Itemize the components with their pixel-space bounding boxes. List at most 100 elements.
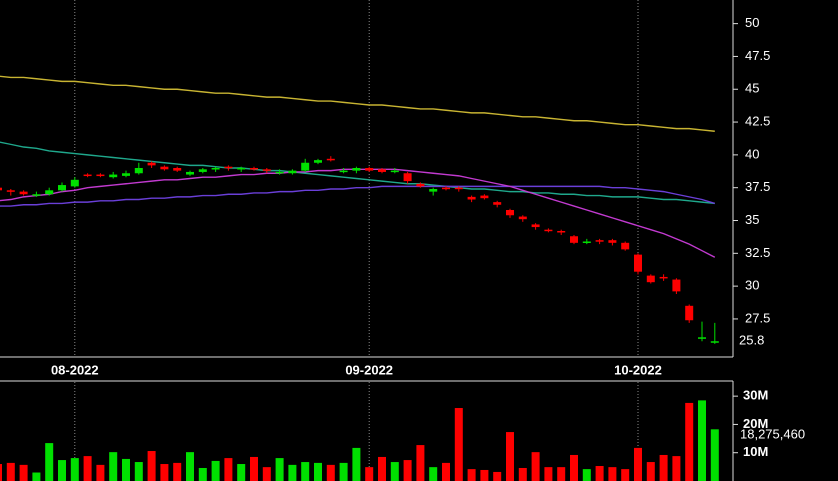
candle-body [493,202,502,205]
candle-body [570,236,578,243]
candle-body [698,337,706,339]
y-tick-label: 10M [743,444,768,459]
y-tick-label: 40 [745,146,759,161]
volume-value-label: 18,275,460 [740,427,805,442]
y-tick-label: 50 [745,15,759,30]
candle-body [608,240,617,243]
volume-bar [109,452,118,481]
volume-bar [134,462,143,481]
candle-body [314,160,322,163]
candle-body [6,190,15,192]
moving-average-line [0,141,715,205]
candle-body [198,169,207,172]
candle-body [326,158,335,161]
volume-bar [646,462,655,481]
volume-bar [122,458,130,481]
candle-body [237,168,246,170]
candle-body [531,224,540,228]
volume-bar [83,456,92,481]
volume-bar [531,452,540,481]
volume-bar [365,467,374,481]
candle-body [582,241,591,243]
volume-bar [224,458,233,481]
y-tick-label: 32.5 [745,245,770,260]
volume-bar [698,400,706,481]
y-tick-label: 30M [743,388,768,403]
volume-bar [416,445,425,481]
candle-body [390,170,399,173]
volume-bar [147,451,156,481]
y-tick-label: 20M [743,416,768,431]
volume-bar [570,454,578,481]
candle-body [634,254,642,272]
moving-average-line [0,185,716,207]
volume-bar [454,408,463,481]
x-tick-label: 08-2022 [51,362,99,377]
volume-bar [250,456,258,481]
candle-body [147,162,156,166]
candle-body [122,173,130,176]
candle-body [0,187,2,191]
volume-bar [390,462,399,481]
candle-body [173,168,182,171]
y-tick-label: 27.5 [745,310,770,325]
candle-body [339,170,348,173]
candle-body [506,210,514,216]
volume-bar [352,447,361,481]
volume-bar [608,467,617,481]
candle-body [621,242,630,250]
candle-body [454,187,463,190]
candle-body [211,168,220,170]
volume-bar [480,469,489,481]
volume-bar [582,469,591,481]
candle-body [672,279,681,292]
volume-bar [198,467,207,481]
volume-bar [493,471,502,481]
candle-body [518,216,527,220]
candle-body [250,168,258,170]
volume-bar [160,464,169,481]
volume-bar [544,467,553,481]
volume-bar [262,467,271,481]
y-tick-label: 42.5 [745,114,770,129]
volume-bar [58,460,66,481]
volume-bar [339,462,348,481]
candle-body [224,166,233,169]
candle-body [83,174,92,177]
y-tick-label: 35 [745,212,759,227]
candle-body [595,240,604,242]
candle-body [685,305,694,321]
volume-bar [403,460,412,481]
candle-body [646,275,655,283]
volume-bar [288,464,297,481]
volume-bar [634,447,642,481]
volume-bar [45,443,54,481]
candle-body [96,174,105,177]
candle-body [659,276,668,279]
candle-body [403,173,412,182]
volume-bar [0,464,2,481]
volume-bar [429,467,438,481]
y-tick-label: 37.5 [745,179,770,194]
volume-bar [186,452,194,481]
y-tick-label: 47.5 [745,48,770,63]
candle-body [45,190,54,195]
volume-bar [506,432,514,481]
x-tick-label: 09-2022 [345,362,393,377]
volume-bar [19,464,28,481]
candle-body [429,189,438,192]
last-price-label: 25.8 [739,333,764,348]
candle-body [557,231,566,233]
volume-bar [326,464,335,481]
volume-bar [301,462,310,481]
volume-bar [275,458,284,481]
candle-body [365,168,374,171]
candle-body [378,169,386,172]
moving-average-line [0,75,715,132]
volume-bar [314,462,322,481]
candle-body [480,195,489,199]
volume-bar [211,460,220,481]
candle-body [416,183,425,187]
